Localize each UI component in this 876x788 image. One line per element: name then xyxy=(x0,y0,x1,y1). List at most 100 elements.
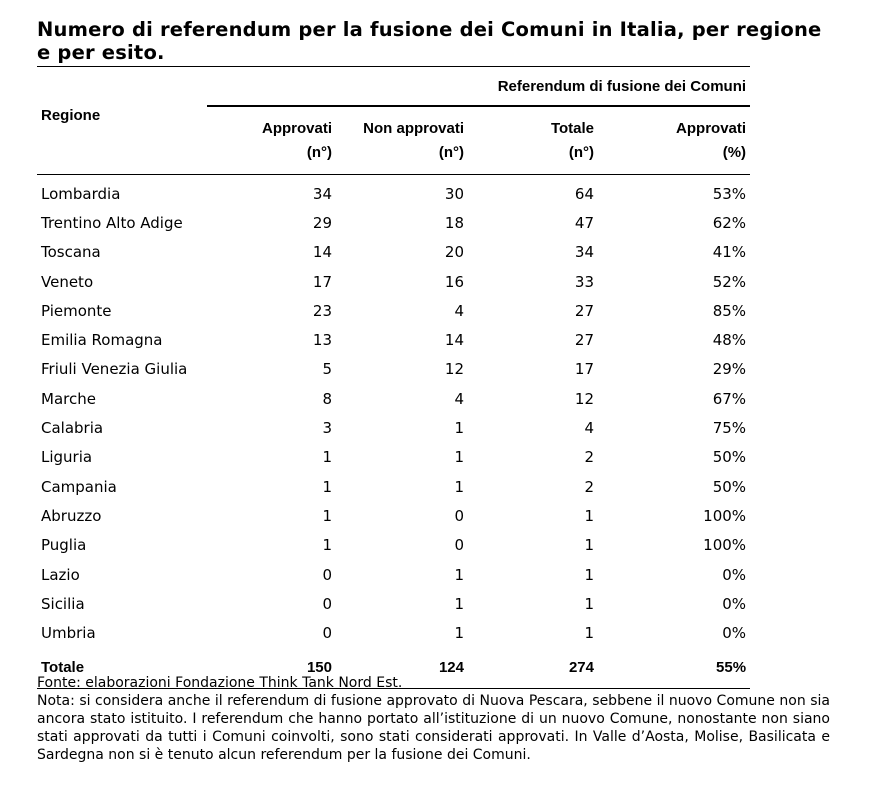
value-cell: 5 xyxy=(322,360,332,379)
value-cell: 4 xyxy=(454,301,464,320)
column-label: Non approvati xyxy=(363,120,464,137)
value-cell: 14 xyxy=(444,331,464,350)
value-cell: 23 xyxy=(312,301,332,320)
value-cell: 4 xyxy=(454,389,464,408)
value-cell: 1 xyxy=(454,477,464,496)
explanatory-note: Nota: si considera anche il referendum d… xyxy=(37,693,830,763)
region-cell: Sicilia xyxy=(41,594,85,613)
value-cell: 85% xyxy=(712,301,747,320)
value-cell: 1 xyxy=(454,565,464,584)
value-cell: 1 xyxy=(454,594,464,613)
value-cell: 1 xyxy=(322,506,332,525)
region-cell: Calabria xyxy=(41,419,104,438)
value-cell: 12 xyxy=(574,389,594,408)
table-row: Friuli Venezia Giulia 5 12 17 29% xyxy=(37,355,750,384)
value-cell: 41% xyxy=(712,243,747,262)
value-cell: 14 xyxy=(312,243,332,262)
value-cell: 16 xyxy=(444,272,464,291)
region-cell: Marche xyxy=(41,389,96,408)
value-cell: 1 xyxy=(454,624,464,643)
column-header: Non approvati (n°) xyxy=(336,106,468,175)
value-cell: 0 xyxy=(322,624,332,643)
table-row: Abruzzo 1 0 1 100% xyxy=(37,501,750,530)
value-cell: 2 xyxy=(584,477,594,496)
table-row: Emilia Romagna 13 14 27 48% xyxy=(37,325,750,354)
region-cell: Puglia xyxy=(41,536,87,555)
column-header: Approvati (n°) xyxy=(207,106,336,175)
value-cell: 1 xyxy=(454,419,464,438)
column-label: Totale xyxy=(550,120,594,137)
region-cell: Lombardia xyxy=(41,184,121,203)
value-cell: 29% xyxy=(712,360,747,379)
value-cell: 64 xyxy=(574,184,594,203)
value-cell: 55% xyxy=(598,647,751,689)
region-cell: Liguria xyxy=(41,448,93,467)
table-row: Marche 8 4 12 67% xyxy=(37,384,750,413)
value-cell: 17 xyxy=(574,360,594,379)
value-cell: 0% xyxy=(722,565,747,584)
value-cell: 34 xyxy=(574,243,594,262)
footnotes: Fonte: elaborazioni Fondazione Think Tan… xyxy=(37,674,830,764)
column-header: Totale (n°) xyxy=(468,106,598,175)
value-cell: 12 xyxy=(444,360,464,379)
value-cell: 100% xyxy=(703,536,747,555)
region-cell: Toscana xyxy=(41,243,101,262)
table-row: Trentino Alto Adige 29 18 47 62% xyxy=(37,208,750,237)
value-cell: 1 xyxy=(584,536,594,555)
table-row: Sicilia 0 1 1 0% xyxy=(37,589,750,618)
value-cell: 50% xyxy=(712,448,747,467)
table-row: Puglia 1 0 1 100% xyxy=(37,531,750,560)
value-cell: 1 xyxy=(584,565,594,584)
region-cell: Trentino Alto Adige xyxy=(41,213,183,232)
value-cell: 0% xyxy=(722,594,747,613)
value-cell: 53% xyxy=(712,184,747,203)
value-cell: 150 xyxy=(207,647,336,689)
table-row: Piemonte 23 4 27 85% xyxy=(37,296,750,325)
value-cell: 67% xyxy=(712,389,747,408)
value-cell: 0 xyxy=(322,565,332,584)
column-header: Approvati (%) xyxy=(598,106,751,175)
table-row: Lazio 0 1 1 0% xyxy=(37,560,750,589)
column-unit: (%) xyxy=(722,144,747,161)
value-cell: 0 xyxy=(454,506,464,525)
column-unit: (n°) xyxy=(306,144,332,161)
value-cell: 1 xyxy=(584,594,594,613)
region-cell: Totale xyxy=(37,647,207,689)
region-cell: Piemonte xyxy=(41,301,112,320)
table-row: Liguria 1 1 2 50% xyxy=(37,443,750,472)
value-cell: 18 xyxy=(444,213,464,232)
table-row: Umbria 0 1 1 0% xyxy=(37,618,750,647)
value-cell: 30 xyxy=(444,184,464,203)
region-cell: Abruzzo xyxy=(41,506,102,525)
value-cell: 1 xyxy=(322,477,332,496)
value-cell: 4 xyxy=(584,419,594,438)
table-row: Campania 1 1 2 50% xyxy=(37,472,750,501)
group-header: Referendum di fusione dei Comuni xyxy=(207,66,751,107)
value-cell: 48% xyxy=(712,331,747,350)
value-cell: 33 xyxy=(574,272,594,291)
value-cell: 8 xyxy=(322,389,332,408)
column-label: Approvati xyxy=(261,120,332,137)
value-cell: 1 xyxy=(322,536,332,555)
region-cell: Emilia Romagna xyxy=(41,331,163,350)
value-cell: 27 xyxy=(574,301,594,320)
column-unit: (n°) xyxy=(568,144,594,161)
column-label: Approvati xyxy=(676,120,747,137)
region-cell: Campania xyxy=(41,477,117,496)
value-cell: 52% xyxy=(712,272,747,291)
value-cell: 1 xyxy=(322,448,332,467)
table-title: Numero di referendum per la fusione dei … xyxy=(37,18,822,64)
value-cell: 50% xyxy=(712,477,747,496)
value-cell: 47 xyxy=(574,213,594,232)
value-cell: 75% xyxy=(712,419,747,438)
region-cell: Lazio xyxy=(41,565,80,584)
value-cell: 62% xyxy=(712,213,747,232)
region-cell: Friuli Venezia Giulia xyxy=(41,360,188,379)
referendum-table: Regione Referendum di fusione dei Comuni… xyxy=(37,66,751,689)
value-cell: 124 xyxy=(336,647,468,689)
value-cell: 1 xyxy=(584,624,594,643)
value-cell: 34 xyxy=(312,184,332,203)
value-cell: 1 xyxy=(454,448,464,467)
table-row: Veneto 17 16 33 52% xyxy=(37,267,750,296)
value-cell: 0 xyxy=(454,536,464,555)
